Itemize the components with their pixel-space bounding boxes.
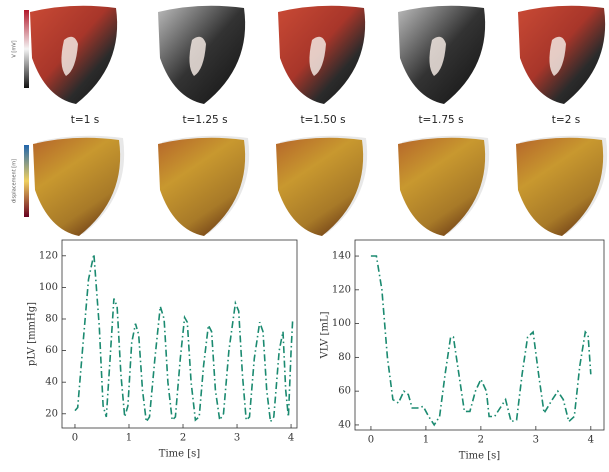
- activation-patch: [61, 36, 78, 76]
- colorbar-label: displacement [m]: [12, 159, 18, 203]
- frame-label: t=1.50 s: [300, 114, 345, 126]
- heart: [33, 137, 121, 236]
- heart-renderings: [30, 5, 608, 236]
- y-tick-label: 140: [332, 251, 351, 262]
- y-tick-label: 60: [338, 386, 351, 397]
- x-tick-label: 2: [478, 435, 484, 446]
- x-tick-label: 3: [533, 435, 539, 446]
- x-tick-label: 4: [288, 433, 294, 444]
- y-tick-label: 80: [45, 313, 58, 324]
- activation-patch: [309, 36, 326, 76]
- activation-patch: [549, 36, 566, 76]
- colorbar: [24, 145, 29, 217]
- y-tick-label: 100: [39, 282, 58, 293]
- frame-label: t=1 s: [71, 114, 99, 126]
- data-line: [74, 254, 294, 424]
- heart: [398, 137, 486, 236]
- frame-label: t=1.25 s: [182, 114, 227, 126]
- activation-patch: [189, 36, 206, 76]
- x-tick-label: 3: [234, 433, 240, 444]
- activation-patch: [429, 36, 446, 76]
- data-line: [370, 255, 592, 427]
- x-axis-label: Time [s]: [459, 451, 500, 462]
- heart: [276, 137, 364, 236]
- x-axis-label: Time [s]: [159, 449, 200, 460]
- y-tick-label: 40: [45, 377, 58, 388]
- frame-label: t=1.75 s: [418, 114, 463, 126]
- plot-frame: [61, 239, 298, 429]
- y-tick-label: 40: [338, 419, 351, 430]
- x-tick-label: 1: [423, 435, 429, 446]
- y-tick-label: 100: [332, 318, 351, 329]
- heart: [516, 137, 604, 236]
- y-tick-label: 60: [45, 345, 58, 356]
- colorbar-label: V [mV]: [12, 40, 18, 57]
- y-axis-label: pLV [mmHg]: [27, 302, 38, 366]
- plot-frame: [354, 239, 605, 431]
- x-tick-label: 1: [126, 433, 132, 444]
- y-axis-label: VLV [mL]: [320, 311, 331, 359]
- x-tick-label: 0: [72, 433, 78, 444]
- frame-label: t=2 s: [552, 114, 580, 126]
- y-tick-label: 80: [338, 352, 351, 363]
- x-tick-label: 4: [588, 435, 594, 446]
- heart: [158, 137, 246, 236]
- y-tick-label: 20: [45, 408, 58, 419]
- colorbar: [24, 10, 29, 88]
- y-tick-label: 120: [39, 250, 58, 261]
- x-tick-label: 0: [368, 435, 374, 446]
- x-tick-label: 2: [180, 433, 186, 444]
- y-tick-label: 120: [332, 284, 351, 295]
